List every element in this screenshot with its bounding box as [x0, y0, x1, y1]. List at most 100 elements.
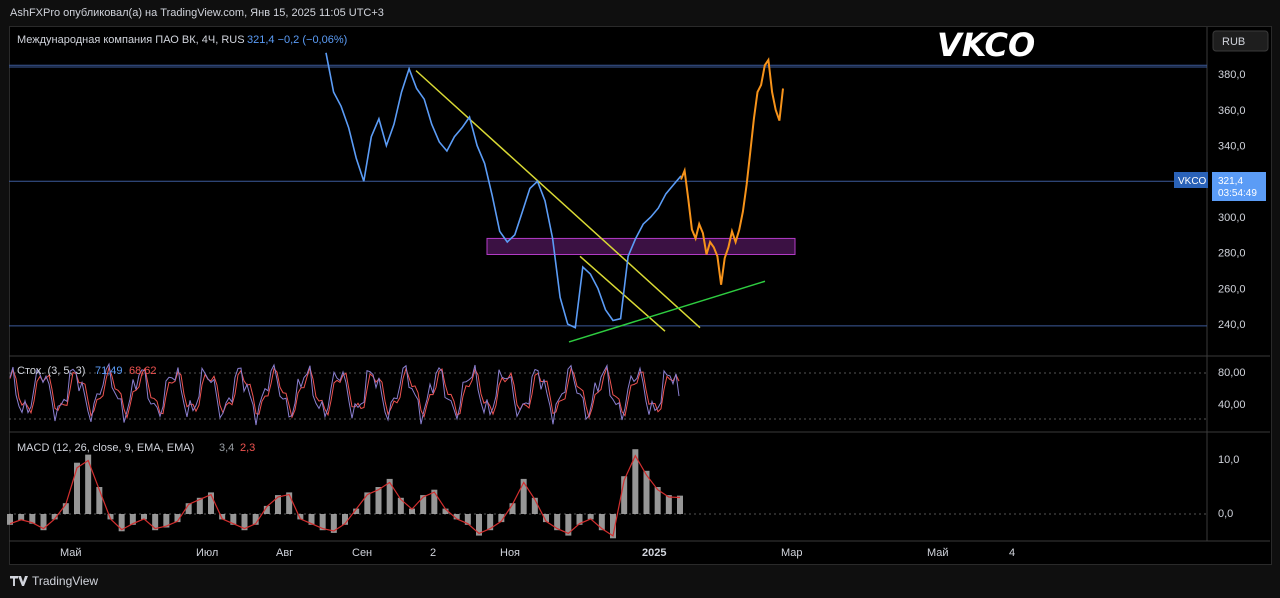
- time-axis-tick: Ноя: [500, 547, 520, 559]
- macd-hist-value: 3,4: [219, 442, 234, 454]
- time-axis-tick: Мар: [781, 547, 803, 559]
- macd-histogram-bar: [96, 487, 103, 514]
- macd-histogram-bar: [531, 497, 538, 514]
- time-axis-tick: Авг: [276, 547, 293, 559]
- macd-histogram-bar: [643, 470, 650, 514]
- support-line[interactable]: [568, 280, 766, 343]
- macd-histogram-bar: [286, 492, 293, 514]
- macd-histogram-bar: [342, 514, 348, 525]
- footer-brand[interactable]: TradingView: [10, 574, 98, 588]
- stoch-d-line: [9, 365, 680, 420]
- price-tag-symbol-box: [1174, 172, 1208, 188]
- time-axis-tick: 4: [1009, 547, 1015, 559]
- macd-histogram-bar: [7, 514, 13, 525]
- macd-histogram-bar: [29, 514, 36, 524]
- price-axis-tick: 260,0: [1218, 283, 1246, 295]
- forecast-path-line: [680, 57, 784, 285]
- price-tag-timer: 03:54:49: [1218, 188, 1257, 199]
- time-axis-tick: Май: [60, 547, 82, 559]
- macd-histogram-bar: [464, 514, 471, 525]
- macd-histogram-bar: [610, 514, 616, 539]
- macd-histogram-bar: [453, 514, 460, 520]
- macd-histogram-bar: [487, 514, 494, 531]
- macd-histogram-bar: [252, 514, 259, 525]
- currency-button[interactable]: [1212, 30, 1269, 52]
- stoch-axis-tick: 80,00: [1218, 367, 1246, 379]
- macd-histogram-bar: [51, 514, 58, 520]
- macd-histogram-bar: [118, 514, 125, 532]
- stoch-axis-tick: 40,00: [1218, 399, 1246, 411]
- macd-histogram-bar: [654, 487, 661, 514]
- macd-histogram-bar: [263, 505, 270, 514]
- macd-histogram-bar: [375, 487, 382, 514]
- price-info: 321,4 −0,2 (−0,06%): [247, 34, 347, 46]
- macd-histogram-bar: [241, 514, 248, 531]
- macd-histogram-bar: [543, 514, 549, 523]
- tradingview-logo-icon: [10, 575, 28, 587]
- macd-histogram-bar: [386, 478, 393, 514]
- macd-histogram-bar: [85, 454, 92, 514]
- currency-button-label: RUB: [1222, 36, 1245, 48]
- macd-histogram-bar: [141, 514, 147, 520]
- macd-histogram-bar: [185, 503, 192, 514]
- macd-histogram-bar: [409, 508, 415, 514]
- macd-histogram-bar: [397, 497, 404, 514]
- macd-histogram-bar: [431, 489, 438, 514]
- macd-histogram-bar: [319, 514, 326, 531]
- time-axis-tick: Июл: [196, 547, 218, 559]
- macd-histogram-bar: [129, 514, 136, 525]
- macd-histogram-bar: [554, 514, 561, 531]
- macd-histogram-bar: [364, 492, 371, 514]
- macd-histogram-bar: [230, 514, 237, 525]
- macd-signal-value: 2,3: [240, 442, 255, 454]
- macd-histogram-bar: [632, 449, 639, 514]
- macd-histogram-bar: [297, 514, 304, 520]
- macd-histogram-bar: [107, 514, 114, 520]
- macd-histogram-bar: [621, 476, 628, 514]
- stoch-label: Стох. (3, 5, 3): [17, 365, 85, 377]
- price-series-line: [325, 52, 682, 329]
- macd-histogram-bar: [330, 514, 337, 533]
- macd-histogram-bar: [353, 508, 360, 514]
- macd-histogram-bar: [219, 514, 226, 520]
- macd-histogram-bar: [476, 514, 482, 536]
- time-axis-tick: Май: [927, 547, 949, 559]
- price-axis-tick: 300,0: [1218, 212, 1246, 224]
- support-zone-rect[interactable]: [486, 237, 796, 255]
- price-axis-tick: 380,0: [1218, 69, 1246, 81]
- macd-histogram-bar: [74, 462, 80, 514]
- chart-frame[interactable]: [9, 26, 1272, 565]
- macd-histogram-bar: [163, 514, 170, 528]
- macd-histogram-bar: [520, 478, 527, 514]
- macd-histogram-bar: [665, 495, 672, 514]
- macd-histogram-bar: [420, 495, 427, 514]
- trend-line[interactable]: [415, 70, 701, 329]
- price-tag-symbol: VKCO: [1178, 176, 1207, 187]
- publisher-line: AshFXPro опубликовал(а) на TradingView.c…: [10, 7, 384, 19]
- time-axis-tick: Сен: [352, 547, 372, 559]
- macd-histogram-bar: [442, 508, 449, 514]
- time-axis-tick: 2: [430, 547, 436, 559]
- price-axis-tick: 340,0: [1218, 141, 1246, 153]
- macd-histogram-bar: [509, 503, 516, 514]
- symbol-line: Международная компания ПАО ВК, 4Ч, RUS: [17, 34, 245, 46]
- stoch-k-value: 71,49: [95, 365, 123, 377]
- footer-brand-label: TradingView: [32, 574, 99, 588]
- macd-histogram-bar: [587, 514, 594, 520]
- price-axis-tick: 360,0: [1218, 105, 1246, 117]
- macd-histogram-bar: [565, 514, 572, 536]
- macd-histogram-bar: [40, 514, 47, 531]
- macd-axis-tick: 0,0: [1218, 508, 1233, 520]
- macd-histogram-bar: [152, 514, 159, 531]
- macd-histogram-bar: [677, 495, 683, 514]
- macd-histogram-bar: [196, 497, 203, 514]
- macd-signal-line: [9, 454, 681, 537]
- macd-histogram-bar: [174, 514, 181, 523]
- price-tag-value: 321,4: [1218, 176, 1243, 187]
- trend-line[interactable]: [579, 255, 666, 332]
- macd-label: MACD (12, 26, close, 9, EMA, EMA): [17, 442, 194, 454]
- price-axis-tick: 280,0: [1218, 248, 1246, 260]
- stoch-d-value: 68,62: [129, 365, 157, 377]
- macd-axis-tick: 10,0: [1218, 454, 1239, 466]
